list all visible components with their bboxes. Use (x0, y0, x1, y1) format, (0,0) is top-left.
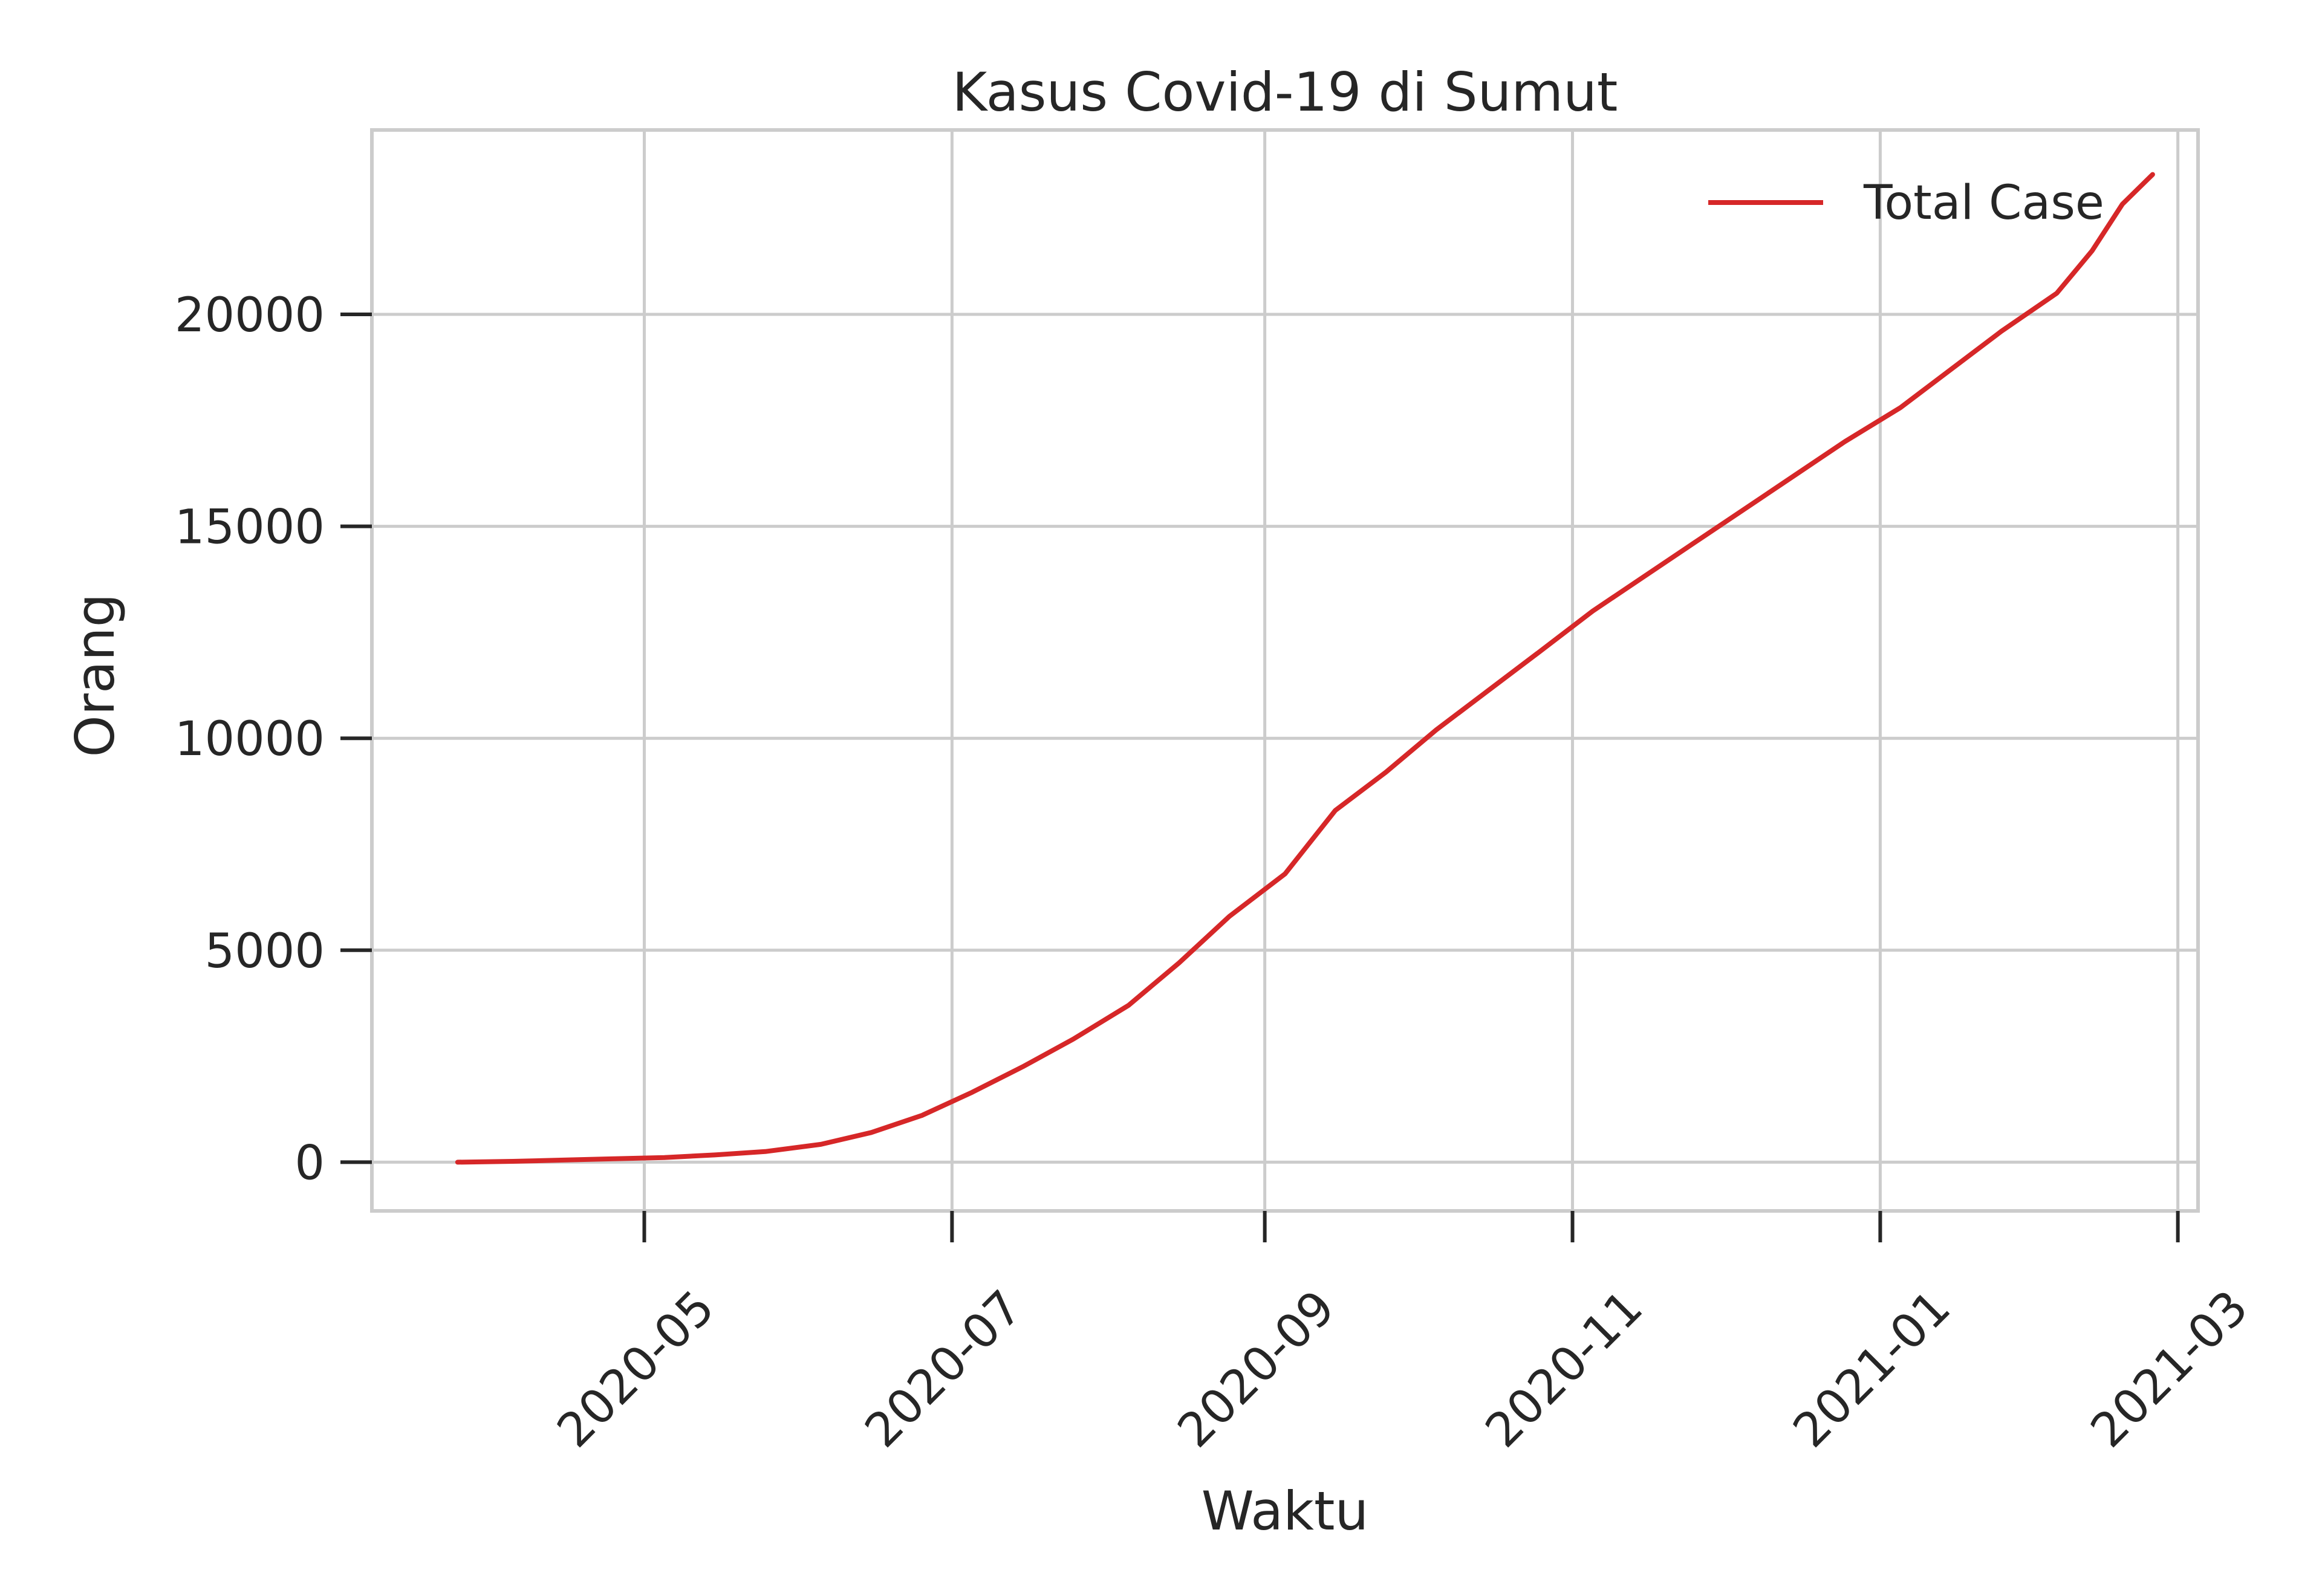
plot-frame (370, 128, 2200, 1213)
y-tick-label: 10000 (175, 712, 325, 767)
chart-title: Kasus Covid-19 di Sumut (952, 61, 1618, 123)
y-axis: 0 5000 10000 15000 20000 (175, 288, 372, 1190)
x-axis-label: Waktu (1202, 1480, 1369, 1542)
y-tick-label: 15000 (175, 501, 325, 555)
y-tick-label: 0 (294, 1136, 325, 1190)
legend-label-total-case: Total Case (1863, 176, 2104, 230)
y-axis-label: Orang (64, 593, 126, 757)
y-tick-label: 5000 (204, 924, 325, 979)
legend: Total Case (1708, 176, 2104, 230)
y-tick-label: 20000 (175, 288, 325, 343)
grid (372, 130, 2198, 1211)
series-layer (455, 172, 2155, 1165)
series-line-total-case (455, 172, 2155, 1165)
